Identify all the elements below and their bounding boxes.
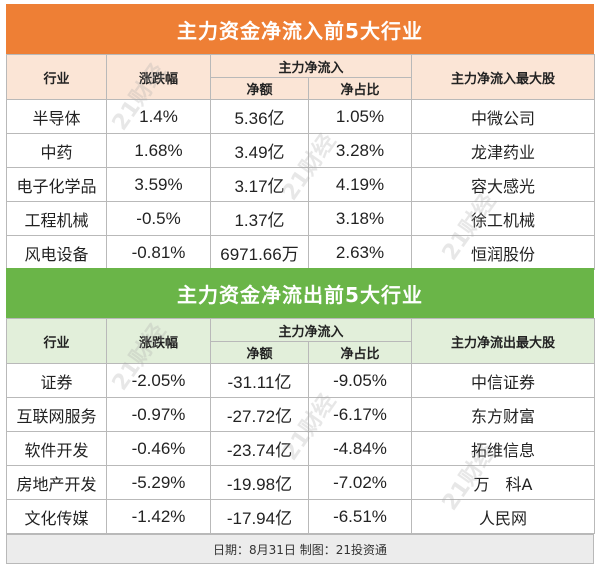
top-stock-cell: 龙津药业 <box>411 133 596 168</box>
net-ratio-cell: 2.63% <box>307 235 413 270</box>
net-ratio-cell: -6.17% <box>307 397 413 432</box>
net-ratio-cell: -4.84% <box>307 431 413 466</box>
net-ratio-cell: 1.05% <box>307 99 413 134</box>
change-cell: -0.5% <box>106 201 211 236</box>
top-stock-cell: 恒润股份 <box>411 235 596 270</box>
top-stock-cell: 拓维信息 <box>411 431 596 466</box>
outflow-section: 主力资金净流出前5大行业 行业 涨跌幅 主力净流入 主力净流出最大股 净额 净占… <box>6 268 596 534</box>
net-amount-cell: -17.94亿 <box>210 499 309 534</box>
net-amount-cell: 6971.66万 <box>210 235 309 270</box>
net-ratio-cell: -9.05% <box>307 363 413 398</box>
change-cell: -5.29% <box>106 465 211 500</box>
table-row: 风电设备 -0.81% 6971.66万 2.63% 恒润股份 <box>6 235 596 270</box>
top-stock-cell: 中微公司 <box>411 99 596 134</box>
header-net-amount: 净额 <box>210 341 309 364</box>
industry-cell: 工程机械 <box>6 201 107 236</box>
industry-cell: 文化传媒 <box>6 499 107 534</box>
change-cell: -0.46% <box>106 431 211 466</box>
table-row: 证券 -2.05% -31.11亿 -9.05% 中信证券 <box>6 363 596 398</box>
outflow-title: 主力资金净流出前5大行业 <box>6 268 594 318</box>
table-row: 半导体 1.4% 5.36亿 1.05% 中微公司 <box>6 99 596 134</box>
header-top-stock: 主力净流入最大股 <box>411 54 596 100</box>
table-row: 工程机械 -0.5% 1.37亿 3.18% 徐工机械 <box>6 201 596 236</box>
industry-cell: 风电设备 <box>6 235 107 270</box>
net-ratio-cell: 3.28% <box>307 133 413 168</box>
net-ratio-cell: 3.18% <box>307 201 413 236</box>
change-cell: -1.42% <box>106 499 211 534</box>
table-row: 电子化学品 3.59% 3.17亿 4.19% 容大感光 <box>6 167 596 202</box>
net-amount-cell: 5.36亿 <box>210 99 309 134</box>
header-net-amount: 净额 <box>210 77 309 100</box>
table-row: 文化传媒 -1.42% -17.94亿 -6.51% 人民网 <box>6 499 596 534</box>
top-stock-cell: 万 科A <box>411 465 596 500</box>
footer-credit: 日期：8月31日 制图：21投资通 <box>6 534 594 564</box>
table-row: 中药 1.68% 3.49亿 3.28% 龙津药业 <box>6 133 596 168</box>
top-stock-cell: 东方财富 <box>411 397 596 432</box>
header-industry: 行业 <box>6 318 107 364</box>
top-stock-cell: 徐工机械 <box>411 201 596 236</box>
net-amount-cell: -23.74亿 <box>210 431 309 466</box>
header-net-ratio: 净占比 <box>307 341 413 364</box>
industry-cell: 证券 <box>6 363 107 398</box>
inflow-title: 主力资金净流入前5大行业 <box>6 4 594 54</box>
change-cell: -0.81% <box>106 235 211 270</box>
net-ratio-cell: -6.51% <box>307 499 413 534</box>
header-top-stock: 主力净流出最大股 <box>411 318 596 364</box>
net-amount-cell: -31.11亿 <box>210 363 309 398</box>
header-main-flow: 主力净流入 <box>209 318 413 342</box>
change-cell: -0.97% <box>106 397 211 432</box>
industry-cell: 半导体 <box>6 99 107 134</box>
table-row: 互联网服务 -0.97% -27.72亿 -6.17% 东方财富 <box>6 397 596 432</box>
inflow-table: 行业 涨跌幅 主力净流入 主力净流入最大股 净额 净占比 半导体 1.4% 5.… <box>6 54 596 270</box>
industry-cell: 电子化学品 <box>6 167 107 202</box>
net-ratio-cell: 4.19% <box>307 167 413 202</box>
net-amount-cell: 3.49亿 <box>210 133 309 168</box>
net-amount-cell: 3.17亿 <box>210 167 309 202</box>
change-cell: 1.68% <box>106 133 211 168</box>
industry-cell: 互联网服务 <box>6 397 107 432</box>
net-ratio-cell: -7.02% <box>307 465 413 500</box>
header-change: 涨跌幅 <box>106 318 211 364</box>
header-change: 涨跌幅 <box>106 54 211 100</box>
top-stock-cell: 中信证券 <box>411 363 596 398</box>
top-stock-cell: 人民网 <box>411 499 596 534</box>
industry-cell: 中药 <box>6 133 107 168</box>
outflow-table: 行业 涨跌幅 主力净流入 主力净流出最大股 净额 净占比 证券 -2.05% -… <box>6 318 596 534</box>
industry-cell: 房地产开发 <box>6 465 107 500</box>
change-cell: -2.05% <box>106 363 211 398</box>
inflow-section: 主力资金净流入前5大行业 行业 涨跌幅 主力净流入 主力净流入最大股 净额 净占… <box>6 4 596 270</box>
industry-cell: 软件开发 <box>6 431 107 466</box>
header-main-flow: 主力净流入 <box>209 54 413 78</box>
change-cell: 1.4% <box>106 99 211 134</box>
net-amount-cell: 1.37亿 <box>210 201 309 236</box>
net-amount-cell: -19.98亿 <box>210 465 309 500</box>
header-industry: 行业 <box>6 54 107 100</box>
top-stock-cell: 容大感光 <box>411 167 596 202</box>
table-row: 房地产开发 -5.29% -19.98亿 -7.02% 万 科A <box>6 465 596 500</box>
net-amount-cell: -27.72亿 <box>210 397 309 432</box>
table-row: 软件开发 -0.46% -23.74亿 -4.84% 拓维信息 <box>6 431 596 466</box>
header-net-ratio: 净占比 <box>307 77 413 100</box>
change-cell: 3.59% <box>106 167 211 202</box>
